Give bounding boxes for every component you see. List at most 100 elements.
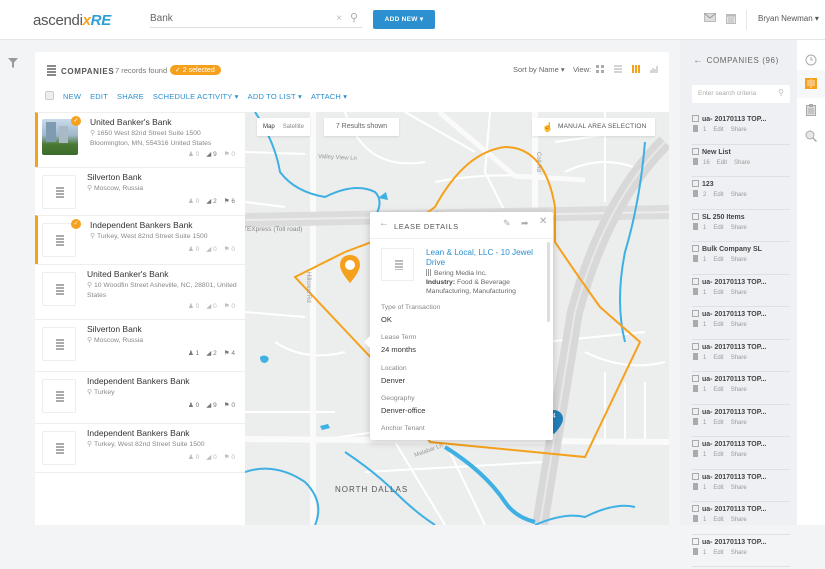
search-zoom-icon[interactable] <box>805 130 818 143</box>
edit-link[interactable]: Edit <box>713 289 724 296</box>
edit-link[interactable]: Edit <box>713 127 724 133</box>
global-search-input[interactable]: Bank × ⚲ <box>150 10 362 28</box>
company-name[interactable]: Silverton Bank <box>87 172 142 182</box>
list-item[interactable]: ua- 20170113 TOP... 1 Edit Share <box>692 407 790 437</box>
calendar-icon[interactable] <box>726 13 738 24</box>
edit-link[interactable]: Edit <box>713 419 724 426</box>
company-name[interactable]: Independent Bankers Bank <box>87 376 190 386</box>
list-item[interactable]: ua- 20170113 TOP... 1 Edit Share <box>692 374 790 405</box>
list-item[interactable]: ✓ United Banker's Bank ⚲ 1650 West 82nd S… <box>35 112 245 167</box>
list-item[interactable]: ua- 20170113 TOP... 1 Edit Share <box>692 472 790 502</box>
select-all-checkbox[interactable] <box>45 91 54 100</box>
clock-icon[interactable] <box>805 54 817 66</box>
edit-link[interactable]: Edit <box>713 484 724 491</box>
share-link[interactable]: Share <box>730 289 747 296</box>
clipboard-icon[interactable] <box>805 104 817 116</box>
sort-dropdown[interactable]: Sort by Name ▾ <box>513 65 565 74</box>
share-button[interactable]: SHARE <box>117 92 144 101</box>
share-link[interactable]: Share <box>730 419 747 426</box>
share-link[interactable]: Share <box>730 452 747 458</box>
edit-link[interactable]: Edit <box>713 517 724 523</box>
list-item[interactable]: ua- 20170113 TOP... 1 Edit Share <box>692 537 790 567</box>
map-view-icon[interactable] <box>632 65 640 73</box>
share-link[interactable]: Share <box>730 354 747 361</box>
filter-icon[interactable] <box>8 55 18 68</box>
edit-button[interactable]: EDIT <box>90 92 108 101</box>
share-arrow-icon[interactable]: ➦ <box>521 218 529 228</box>
share-link[interactable]: Share <box>730 517 747 523</box>
list-item[interactable]: ua- 20170113 TOP... 1 Edit Share <box>692 439 790 470</box>
edit-link[interactable]: Edit <box>713 549 724 556</box>
grid-view-icon[interactable] <box>596 65 604 73</box>
list-item[interactable]: ua- 20170113 TOP... 1 Edit Share <box>692 342 790 372</box>
selected-badge[interactable]: ✓ 2 selected <box>170 65 221 75</box>
list-item[interactable]: 123 2 Edit Share <box>692 179 790 210</box>
map-type-toggle[interactable]: Map Satellite <box>257 118 311 136</box>
list-item[interactable]: Bulk Company SL 1 Edit Share <box>692 244 790 275</box>
list-item[interactable]: ua- 20170113 TOP... 1 Edit Share <box>692 309 790 340</box>
schedule-activity-button[interactable]: SCHEDULE ACTIVITY ▾ <box>152 92 239 101</box>
close-icon[interactable]: ✕ <box>539 216 548 227</box>
add-new-button[interactable]: ADD NEW ▾ <box>373 10 435 29</box>
selected-check-icon[interactable]: ✓ <box>71 116 81 126</box>
clear-icon[interactable]: × <box>336 13 342 24</box>
share-link[interactable]: Share <box>730 484 747 491</box>
company-name[interactable]: United Banker's Bank <box>90 117 172 127</box>
list-item[interactable]: New List 16 Edit Share <box>692 147 790 177</box>
edit-link[interactable]: Edit <box>716 159 728 166</box>
lists-search-input[interactable]: Enter search criteria ⚲ <box>692 85 790 103</box>
chart-view-icon[interactable] <box>650 65 658 73</box>
list-item[interactable]: ua- 20170113 TOP... 1 Edit Share <box>692 504 790 535</box>
edit-link[interactable]: Edit <box>713 257 724 263</box>
edit-link[interactable]: Edit <box>713 192 724 198</box>
list-item[interactable]: Independent Bankers Bank ⚲ Turkey ♟ 0 ◢ 9 ⚑… <box>35 371 245 423</box>
map-type-satellite[interactable]: Satellite <box>282 124 305 130</box>
map-view[interactable]: TEXpress (Toll road) Valley View Ln Inte… <box>245 112 669 525</box>
selected-check-icon[interactable]: ✓ <box>71 219 81 229</box>
list-item[interactable]: Silverton Bank ⚲ Moscow, Russia ♟ 0 ◢ 2 ⚑ 6 <box>35 167 245 215</box>
lists-panel-title[interactable]: ← COMPANIES (96) <box>693 55 779 66</box>
attach-button[interactable]: ATTACH ▾ <box>310 92 348 101</box>
back-arrow-icon[interactable]: ← <box>379 218 389 229</box>
list-item[interactable]: ✓ Independent Bankers Bank ⚲ Turkey, West… <box>35 215 245 264</box>
edit-pencil-icon[interactable]: ✎ <box>503 218 511 228</box>
add-to-list-button[interactable]: ADD TO LIST ▾ <box>247 92 302 101</box>
logo[interactable]: ascendixRE <box>33 12 111 29</box>
list-item[interactable]: Independent Bankers Bank ⚲ Turkey, West 8… <box>35 423 245 473</box>
edit-link[interactable]: Edit <box>713 354 724 361</box>
share-link[interactable]: Share <box>730 322 747 328</box>
edit-link[interactable]: Edit <box>713 387 724 393</box>
company-name[interactable]: Silverton Bank <box>87 324 142 334</box>
list-item[interactable]: Silverton Bank ⚲ Moscow, Russia ♟ 1 ◢ 2 ⚑ 4 <box>35 319 245 371</box>
manual-area-selection-button[interactable]: ☝ MANUAL AREA SELECTION <box>532 118 655 136</box>
list-item[interactable]: United Banker's Bank ⚲ 10 Woodfin Street … <box>35 264 245 319</box>
book-icon[interactable] <box>805 78 817 90</box>
edit-link[interactable]: Edit <box>713 322 724 328</box>
map-type-map[interactable]: Map <box>263 124 275 130</box>
back-arrow-icon[interactable]: ← <box>693 55 704 66</box>
user-menu[interactable]: Bryan Newman ▾ <box>758 14 819 23</box>
list-item[interactable]: ua- 20170113 TOP... 1 Edit Share <box>692 114 790 145</box>
share-link[interactable]: Share <box>730 387 747 393</box>
search-icon[interactable]: ⚲ <box>349 12 358 24</box>
list-item[interactable]: SL 250 Items 1 Edit Share <box>692 212 790 242</box>
popup-scrollbar[interactable] <box>547 242 550 322</box>
share-link[interactable]: Share <box>730 549 747 556</box>
lease-title-link[interactable]: Lean & Local, LLC - 10 Jewel Drive <box>426 248 533 267</box>
map-pin-marker[interactable] <box>340 255 360 283</box>
new-button[interactable]: NEW <box>63 92 82 101</box>
mail-icon[interactable] <box>704 13 716 23</box>
list-view-icon[interactable] <box>614 65 622 73</box>
list-item[interactable]: ua- 20170113 TOP... 1 Edit Share <box>692 277 790 307</box>
search-icon[interactable]: ⚲ <box>778 88 784 97</box>
share-link[interactable]: Share <box>734 159 751 166</box>
company-name[interactable]: Independent Bankers Bank <box>90 220 193 230</box>
edit-link[interactable]: Edit <box>713 452 724 458</box>
company-name[interactable]: United Banker's Bank <box>87 269 169 279</box>
share-link[interactable]: Share <box>730 224 747 231</box>
company-name[interactable]: Independent Bankers Bank <box>87 428 190 438</box>
edit-link[interactable]: Edit <box>713 224 724 231</box>
share-link[interactable]: Share <box>730 257 747 263</box>
lease-company[interactable]: Bering Media Inc. <box>426 269 487 277</box>
share-link[interactable]: Share <box>730 192 747 198</box>
